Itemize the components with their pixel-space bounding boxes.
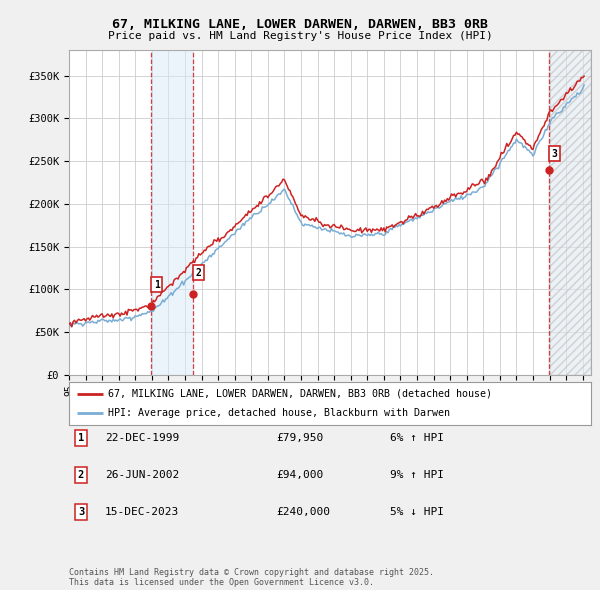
Text: 67, MILKING LANE, LOWER DARWEN, DARWEN, BB3 0RB (detached house): 67, MILKING LANE, LOWER DARWEN, DARWEN, … — [108, 389, 492, 399]
Text: 1: 1 — [154, 280, 160, 290]
Text: 26-JUN-2002: 26-JUN-2002 — [105, 470, 179, 480]
Text: £94,000: £94,000 — [276, 470, 323, 480]
Text: Price paid vs. HM Land Registry's House Price Index (HPI): Price paid vs. HM Land Registry's House … — [107, 31, 493, 41]
Text: 3: 3 — [551, 149, 557, 159]
Text: £240,000: £240,000 — [276, 507, 330, 517]
Text: 2: 2 — [78, 470, 84, 480]
Text: 5% ↓ HPI: 5% ↓ HPI — [390, 507, 444, 517]
Text: 3: 3 — [78, 507, 84, 517]
Text: 1: 1 — [78, 433, 84, 442]
Text: 67, MILKING LANE, LOWER DARWEN, DARWEN, BB3 0RB: 67, MILKING LANE, LOWER DARWEN, DARWEN, … — [112, 18, 488, 31]
Text: 15-DEC-2023: 15-DEC-2023 — [105, 507, 179, 517]
Text: HPI: Average price, detached house, Blackburn with Darwen: HPI: Average price, detached house, Blac… — [108, 408, 450, 418]
Text: 2: 2 — [196, 268, 202, 277]
Text: 6% ↑ HPI: 6% ↑ HPI — [390, 433, 444, 442]
Bar — [549, 50, 591, 375]
Text: 22-DEC-1999: 22-DEC-1999 — [105, 433, 179, 442]
Text: £79,950: £79,950 — [276, 433, 323, 442]
Text: 9% ↑ HPI: 9% ↑ HPI — [390, 470, 444, 480]
Bar — [151, 50, 193, 375]
Text: Contains HM Land Registry data © Crown copyright and database right 2025.
This d: Contains HM Land Registry data © Crown c… — [69, 568, 434, 587]
